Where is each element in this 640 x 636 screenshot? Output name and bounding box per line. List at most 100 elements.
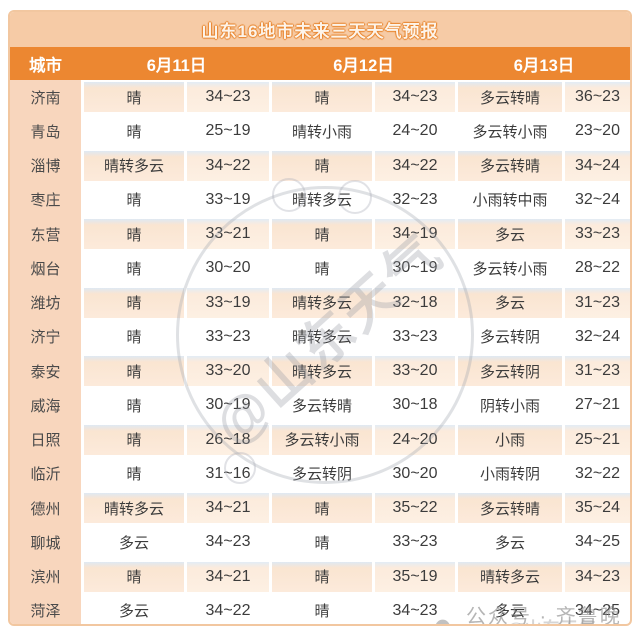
- temp-cell: 34~23: [205, 533, 251, 551]
- table-row: 德州 晴转多云 34~21 晴 35~22 多云转晴 35~24: [10, 491, 630, 526]
- temp-cell: 27~21: [575, 396, 620, 414]
- weather-cell: 晴: [126, 466, 142, 484]
- city-cell: 济南: [10, 80, 81, 115]
- temp-cell: 33~19: [187, 287, 269, 318]
- weather-cell: 晴: [272, 561, 372, 592]
- weather-cell: 晴: [314, 534, 330, 552]
- weather-cell: 多云: [458, 287, 562, 318]
- city-cell: 东营: [10, 217, 81, 252]
- temp-cell: 32~24: [575, 327, 620, 345]
- table-row: 枣庄 晴 33~19 晴转多云 32~23 小雨转中雨 32~24: [10, 182, 630, 217]
- weather-cell: 晴转多云: [84, 493, 184, 524]
- weather-cell: 多云转小雨: [472, 260, 548, 278]
- header-date-2: 6月12日: [333, 56, 394, 75]
- weather-cell: 晴转多云: [291, 329, 352, 347]
- temp-cell: 30~19: [205, 396, 251, 414]
- temp-cell: 31~23: [565, 287, 630, 318]
- city-cell: 泰安: [10, 354, 81, 389]
- table-row: 滨州晴 34~21 晴 35~19 晴转多云 34~23: [10, 559, 630, 594]
- weather-cell: 多云转晴: [291, 397, 352, 415]
- temp-cell: 34~21: [187, 493, 269, 524]
- city-cell: 德州: [10, 491, 81, 526]
- weather-cell: 多云转阴: [291, 466, 352, 484]
- table-row: 日照晴 26~18 多云转小雨 24~20 小雨 25~21: [10, 422, 630, 457]
- temp-cell: 32~18: [375, 287, 455, 318]
- table-row: 济南晴 34~23 晴 34~23 多云转晴 36~23: [10, 80, 630, 115]
- weather-cell: 小雨转中雨: [472, 192, 548, 210]
- weather-cell: 多云转晴: [458, 493, 562, 524]
- city-cell: 日照: [10, 422, 81, 457]
- temp-cell: 34~25: [575, 601, 620, 619]
- weather-cell: 晴转多云: [84, 150, 184, 181]
- weather-cell: 晴: [314, 603, 330, 621]
- table-row: 烟台 晴 30~20 晴 30~19 多云转小雨 28~22: [10, 251, 630, 286]
- weather-cell: 晴: [84, 82, 184, 113]
- weather-cell: 晴转多云: [272, 287, 372, 318]
- temp-cell: 24~20: [375, 424, 455, 455]
- temp-cell: 30~19: [392, 259, 438, 277]
- weather-cell: 晴: [84, 287, 184, 318]
- temp-cell: 25~21: [565, 424, 630, 455]
- weather-cell: 晴转多云: [458, 561, 562, 592]
- city-cell: 临沂: [10, 456, 81, 491]
- temp-cell: 31~23: [565, 356, 630, 387]
- weather-cell: 晴转多云: [272, 356, 372, 387]
- temp-cell: 33~23: [392, 533, 438, 551]
- weather-cell: 多云: [118, 534, 149, 552]
- header-city: 城市: [29, 56, 62, 75]
- table-header-row: 城市 6月11日 6月12日 6月13日: [10, 47, 630, 80]
- city-cell: 聊城: [10, 525, 81, 560]
- temp-cell: 30~20: [205, 259, 251, 277]
- table-row: 济宁 晴 33~23 晴转多云 33~23 多云转阴 32~24: [10, 319, 630, 354]
- temp-cell: 23~20: [575, 122, 620, 140]
- table-row: 青岛 晴 25~19 晴转小雨 24~20 多云转小雨 23~20: [10, 114, 630, 149]
- city-cell: 淄博: [10, 148, 81, 183]
- weather-cell: 多云转小雨: [272, 424, 372, 455]
- weather-cell: 小雨转阴: [479, 466, 540, 484]
- temp-cell: 33~23: [392, 327, 438, 345]
- temp-cell: 24~20: [392, 122, 438, 140]
- table-rows: 济南晴 34~23 晴 34~23 多云转晴 36~23 青岛晴 25~19 晴转小雨 24~20…: [10, 80, 630, 624]
- table-title: 山东16地市未来三天天气预报: [10, 12, 630, 47]
- temp-cell: 34~24: [565, 150, 630, 181]
- temp-cell: 32~22: [575, 464, 620, 482]
- temp-cell: 34~22: [375, 150, 455, 181]
- temp-cell: 36~23: [565, 82, 630, 113]
- temp-cell: 30~20: [392, 464, 438, 482]
- temp-cell: 34~23: [565, 561, 630, 592]
- temp-cell: 34~23: [392, 601, 438, 619]
- weather-cell: 小雨: [458, 424, 562, 455]
- weather-cell: 晴转多云: [291, 192, 352, 210]
- weather-cell: 晴: [272, 150, 372, 181]
- temp-cell: 34~21: [187, 561, 269, 592]
- city-cell: 青岛: [10, 114, 81, 149]
- weather-cell: 晴: [84, 356, 184, 387]
- temp-cell: 34~25: [575, 533, 620, 551]
- temp-cell: 34~22: [187, 150, 269, 181]
- weather-cell: 晴: [84, 424, 184, 455]
- table-row: 东营晴 33~21 晴 34~19 多云 33~23: [10, 217, 630, 252]
- table-row: 泰安晴 33~20 晴转多云 33~20 多云转阴 31~23: [10, 354, 630, 389]
- table-row: 菏泽 多云 34~22 晴 34~23 多云 34~25: [10, 593, 630, 624]
- temp-cell: 33~19: [205, 190, 251, 208]
- table-row: 聊城 多云 34~23 晴 33~23 多云 34~25: [10, 525, 630, 560]
- weather-forecast-table: 山东16地市未来三天天气预报 城市 6月11日 6月12日 6月13日 济南晴 3…: [8, 10, 632, 626]
- temp-cell: 34~19: [375, 219, 455, 250]
- weather-cell: 晴: [126, 260, 142, 278]
- weather-cell: 晴: [126, 123, 142, 141]
- weather-cell: 多云转阴: [458, 356, 562, 387]
- weather-cell: 晴: [126, 397, 142, 415]
- temp-cell: 33~23: [205, 327, 251, 345]
- weather-cell: 晴: [84, 561, 184, 592]
- temp-cell: 31~16: [205, 464, 251, 482]
- weather-cell: 晴: [272, 82, 372, 113]
- temp-cell: 25~19: [205, 122, 251, 140]
- city-cell: 菏泽: [10, 593, 81, 624]
- city-cell: 烟台: [10, 251, 81, 286]
- weather-cell: 多云: [494, 603, 525, 621]
- temp-cell: 28~22: [575, 259, 620, 277]
- table-row: 威海 晴 30~19 多云转晴 30~18 阴转小雨 27~21: [10, 388, 630, 423]
- temp-cell: 32~24: [575, 190, 620, 208]
- temp-cell: 33~21: [187, 219, 269, 250]
- header-date-1: 6月11日: [146, 56, 207, 75]
